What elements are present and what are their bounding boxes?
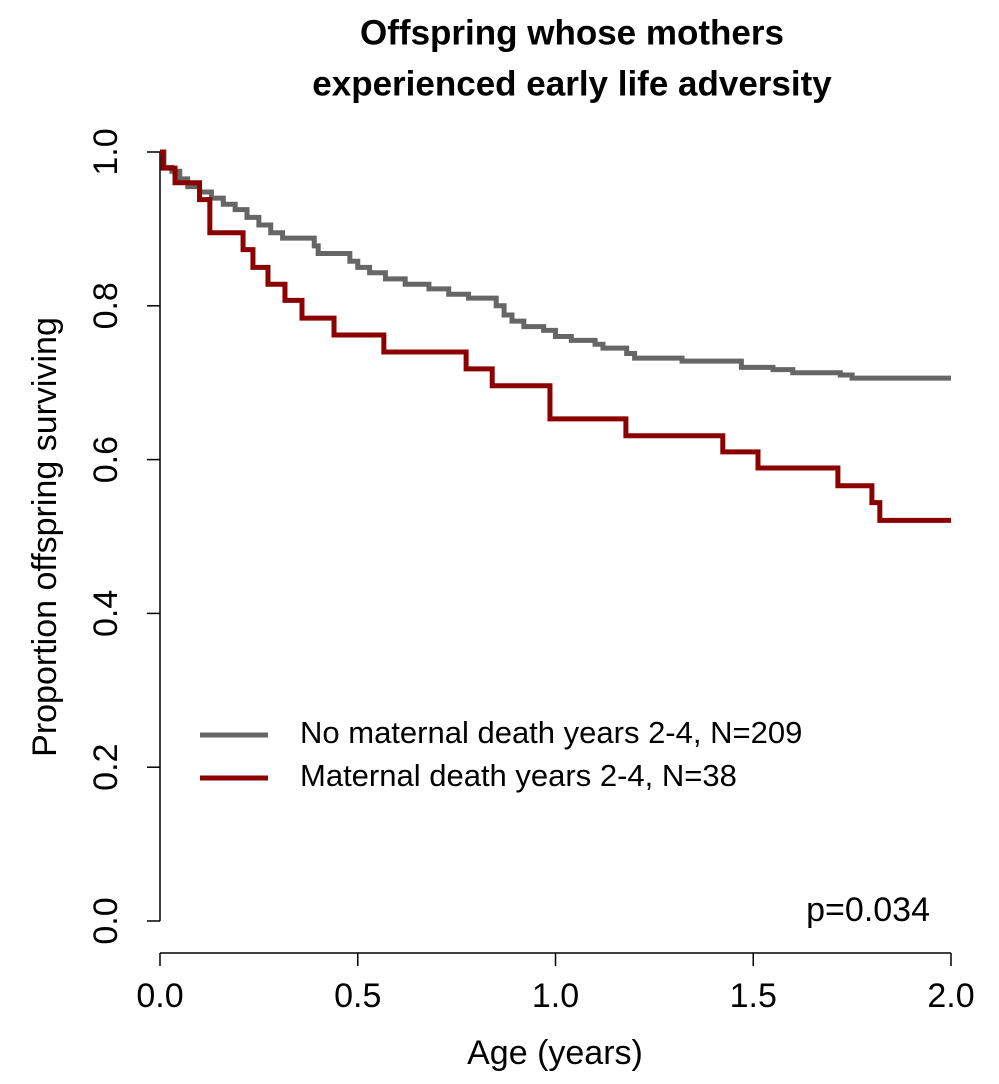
x-axis-label: Age (years) xyxy=(467,1034,643,1072)
y-axis-label: Proportion offspring surviving xyxy=(26,317,64,757)
x-tick-label: 0.5 xyxy=(334,977,381,1015)
y-tick-label: 0.0 xyxy=(87,897,125,944)
x-tick-label: 1.5 xyxy=(730,977,777,1015)
survival-line xyxy=(160,149,951,523)
chart-title: Offspring whose mothers xyxy=(360,13,784,52)
y-tick-label: 0.6 xyxy=(87,436,125,483)
survival-line xyxy=(160,149,951,381)
x-tick-label: 1.0 xyxy=(532,977,579,1015)
y-tick-label: 1.0 xyxy=(87,128,125,175)
y-tick-label: 0.2 xyxy=(87,744,125,791)
x-tick-label: 2.0 xyxy=(927,977,974,1015)
annotation: p=0.034 xyxy=(806,891,930,929)
legend-label: Maternal death years 2-4, N=38 xyxy=(300,758,737,793)
chart-title: experienced early life adversity xyxy=(312,64,832,103)
x-tick-label: 0.0 xyxy=(136,977,183,1015)
y-tick-label: 0.8 xyxy=(87,282,125,329)
legend-label: No maternal death years 2-4, N=209 xyxy=(300,715,802,750)
y-tick-label: 0.4 xyxy=(87,590,125,637)
